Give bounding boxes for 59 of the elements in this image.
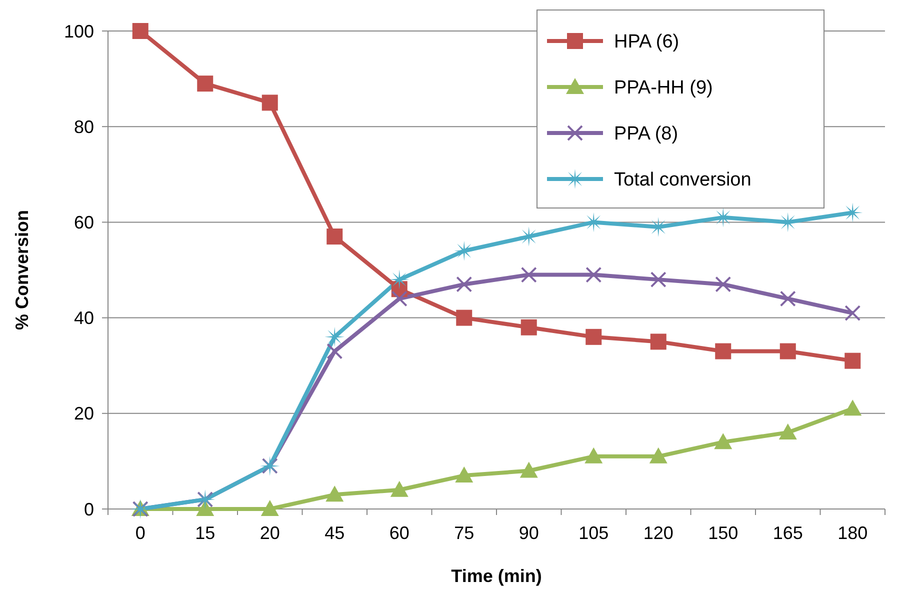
x-tick-label: 0 (135, 523, 146, 543)
point (196, 500, 214, 516)
point (780, 290, 796, 307)
x-tick-label: 20 (260, 523, 280, 543)
x-tick-label: 15 (195, 523, 216, 543)
point (197, 76, 214, 92)
point (391, 290, 408, 307)
x-tick-label: 180 (838, 523, 868, 543)
point (520, 319, 537, 336)
y-tick-label: 60 (74, 212, 94, 232)
point (586, 266, 602, 283)
point (778, 424, 797, 440)
point (518, 226, 539, 247)
y-tick-label: 100 (64, 21, 94, 42)
point (260, 500, 279, 516)
point (780, 343, 796, 360)
point (326, 343, 343, 360)
point (649, 447, 668, 464)
y-tick-label: 20 (74, 404, 94, 424)
point (456, 310, 472, 326)
point (390, 480, 408, 497)
point (389, 270, 410, 290)
legend-label: PPA (8) (614, 124, 678, 145)
y-tick-label: 0 (84, 499, 94, 520)
point (456, 276, 472, 292)
point (454, 240, 474, 261)
point (132, 23, 148, 39)
legend-label: PPA-HH (9) (614, 78, 713, 99)
x-tick-label: 165 (772, 523, 803, 543)
x-tick-label: 150 (708, 523, 738, 543)
point (650, 334, 666, 350)
point (520, 462, 538, 478)
point (715, 343, 732, 360)
legend-label: Total conversion (614, 170, 752, 191)
x-tick-label: 105 (578, 523, 609, 543)
point (844, 305, 861, 322)
point (844, 352, 861, 369)
point (586, 328, 602, 345)
x-tick-label: 120 (643, 523, 674, 543)
point (455, 466, 474, 483)
y-axis-title: % Conversion (12, 210, 32, 330)
point (520, 266, 537, 283)
point (715, 276, 732, 292)
legend-label: HPA (6) (614, 32, 680, 53)
point (584, 447, 603, 464)
point (324, 326, 345, 347)
point (650, 272, 666, 288)
y-tick-label: 40 (74, 308, 94, 328)
x-tick-label: 90 (518, 523, 539, 543)
x-tick-label: 45 (324, 523, 345, 543)
x-tick-label: 75 (454, 523, 474, 543)
point (326, 228, 343, 245)
x-axis-title: Time (min) (451, 566, 542, 586)
point (844, 400, 862, 416)
point (262, 94, 278, 111)
point (326, 486, 344, 502)
x-tick-label: 60 (389, 523, 410, 543)
y-tick-label: 80 (74, 116, 94, 137)
point (714, 433, 732, 450)
